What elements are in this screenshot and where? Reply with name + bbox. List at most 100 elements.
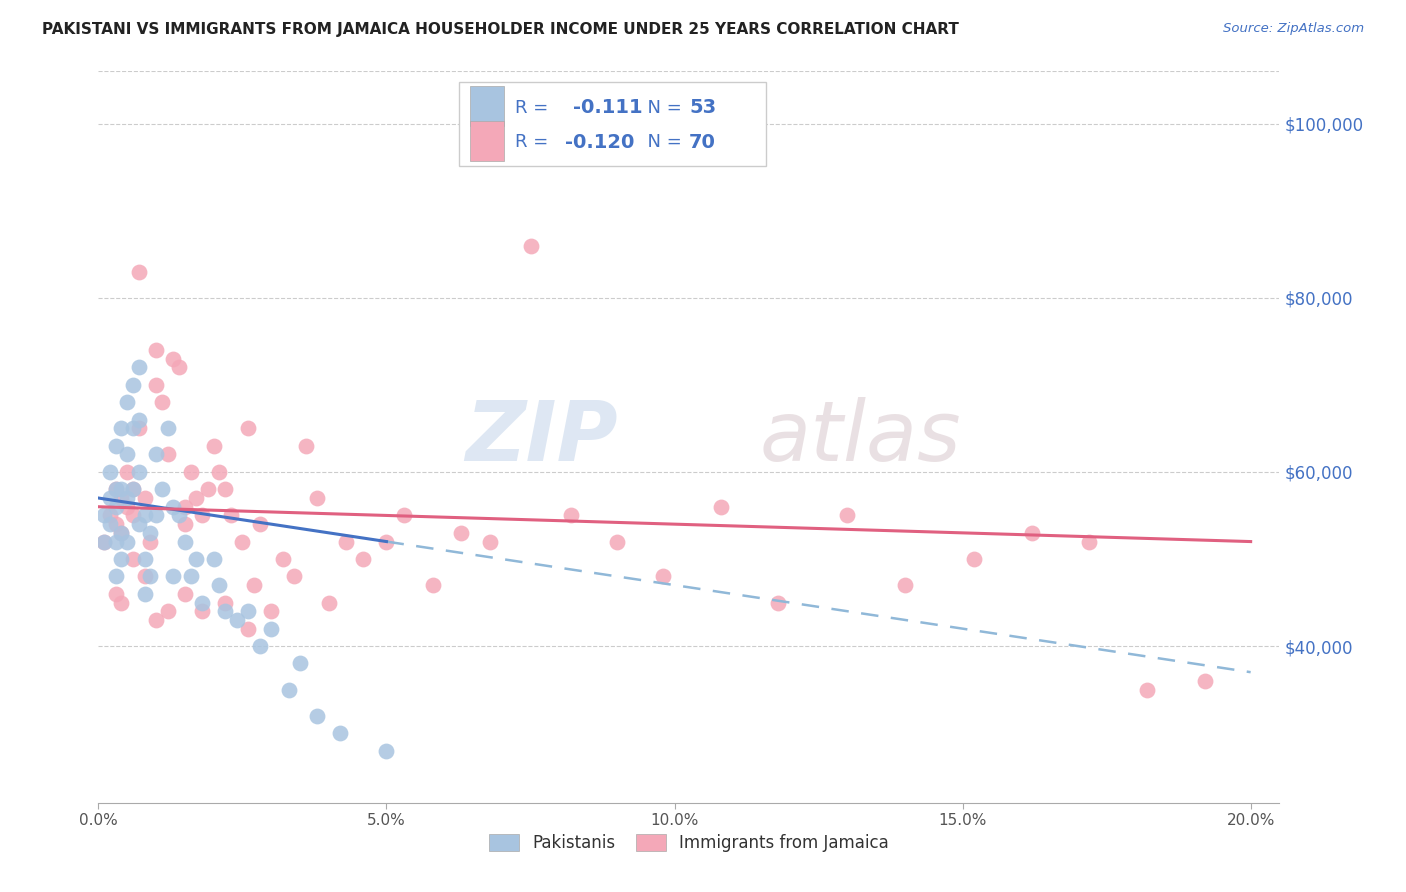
Text: R =: R = bbox=[516, 133, 554, 152]
Point bbox=[710, 500, 733, 514]
Point bbox=[139, 569, 162, 583]
Point bbox=[1194, 673, 1216, 688]
Point bbox=[422, 578, 444, 592]
Point bbox=[104, 569, 127, 583]
Bar bbox=[471, 121, 503, 161]
Point bbox=[186, 491, 208, 505]
Point bbox=[479, 534, 502, 549]
Point bbox=[115, 395, 138, 409]
Point bbox=[243, 578, 266, 592]
Text: 70: 70 bbox=[689, 133, 716, 152]
Point bbox=[115, 448, 138, 462]
Point bbox=[208, 465, 231, 479]
Point bbox=[392, 508, 415, 523]
Point bbox=[104, 534, 127, 549]
Point bbox=[335, 534, 357, 549]
Legend: Pakistanis, Immigrants from Jamaica: Pakistanis, Immigrants from Jamaica bbox=[481, 825, 897, 860]
Point bbox=[288, 657, 311, 671]
Point bbox=[134, 552, 156, 566]
Point bbox=[110, 552, 132, 566]
Point bbox=[110, 595, 132, 609]
Point bbox=[1021, 525, 1043, 540]
Point bbox=[1136, 682, 1159, 697]
Point bbox=[352, 552, 374, 566]
Point bbox=[150, 483, 173, 497]
Point bbox=[260, 604, 283, 618]
Point bbox=[115, 491, 138, 505]
Point bbox=[122, 552, 145, 566]
Point bbox=[98, 491, 121, 505]
Point bbox=[110, 491, 132, 505]
Point bbox=[180, 569, 202, 583]
Point bbox=[1078, 534, 1101, 549]
Point bbox=[375, 534, 398, 549]
Point bbox=[110, 525, 132, 540]
Point bbox=[186, 552, 208, 566]
Point bbox=[139, 525, 162, 540]
Point bbox=[145, 613, 167, 627]
Point bbox=[134, 569, 156, 583]
Text: ZIP: ZIP bbox=[465, 397, 619, 477]
Point bbox=[162, 500, 184, 514]
Point bbox=[768, 595, 790, 609]
Point bbox=[110, 421, 132, 435]
Point bbox=[145, 343, 167, 357]
Point bbox=[173, 587, 195, 601]
Point bbox=[519, 238, 541, 252]
Point bbox=[122, 483, 145, 497]
Point bbox=[249, 517, 271, 532]
Point bbox=[128, 421, 150, 435]
Point bbox=[98, 465, 121, 479]
Point bbox=[450, 525, 472, 540]
Point bbox=[122, 483, 145, 497]
Point bbox=[191, 508, 214, 523]
Point bbox=[277, 682, 299, 697]
Point bbox=[173, 517, 195, 532]
Point bbox=[122, 421, 145, 435]
Text: Source: ZipAtlas.com: Source: ZipAtlas.com bbox=[1223, 22, 1364, 36]
Point bbox=[180, 465, 202, 479]
Text: -0.111: -0.111 bbox=[574, 98, 643, 118]
Point bbox=[128, 517, 150, 532]
Point bbox=[307, 708, 329, 723]
Point bbox=[122, 377, 145, 392]
Point bbox=[208, 578, 231, 592]
Point bbox=[115, 534, 138, 549]
Point bbox=[162, 569, 184, 583]
Point bbox=[156, 448, 179, 462]
Point bbox=[104, 587, 127, 601]
Point bbox=[225, 613, 247, 627]
Bar bbox=[471, 86, 503, 126]
Point bbox=[162, 351, 184, 366]
Point bbox=[307, 491, 329, 505]
Point bbox=[134, 587, 156, 601]
Point bbox=[145, 377, 167, 392]
Point bbox=[202, 552, 225, 566]
Point bbox=[104, 439, 127, 453]
Point bbox=[318, 595, 340, 609]
Point bbox=[98, 517, 121, 532]
Point bbox=[145, 448, 167, 462]
Point bbox=[128, 465, 150, 479]
Point bbox=[104, 483, 127, 497]
Point bbox=[115, 465, 138, 479]
Point bbox=[197, 483, 219, 497]
FancyBboxPatch shape bbox=[458, 82, 766, 167]
Point bbox=[150, 395, 173, 409]
Point bbox=[214, 483, 236, 497]
Point bbox=[93, 534, 115, 549]
Point bbox=[128, 265, 150, 279]
Point bbox=[214, 595, 236, 609]
Point bbox=[104, 517, 127, 532]
Point bbox=[271, 552, 294, 566]
Text: R =: R = bbox=[516, 99, 560, 117]
Point bbox=[167, 360, 190, 375]
Point bbox=[894, 578, 917, 592]
Point bbox=[191, 604, 214, 618]
Point bbox=[238, 622, 260, 636]
Point bbox=[134, 491, 156, 505]
Text: N =: N = bbox=[636, 133, 688, 152]
Point bbox=[260, 622, 283, 636]
Text: N =: N = bbox=[636, 99, 688, 117]
Point bbox=[283, 569, 305, 583]
